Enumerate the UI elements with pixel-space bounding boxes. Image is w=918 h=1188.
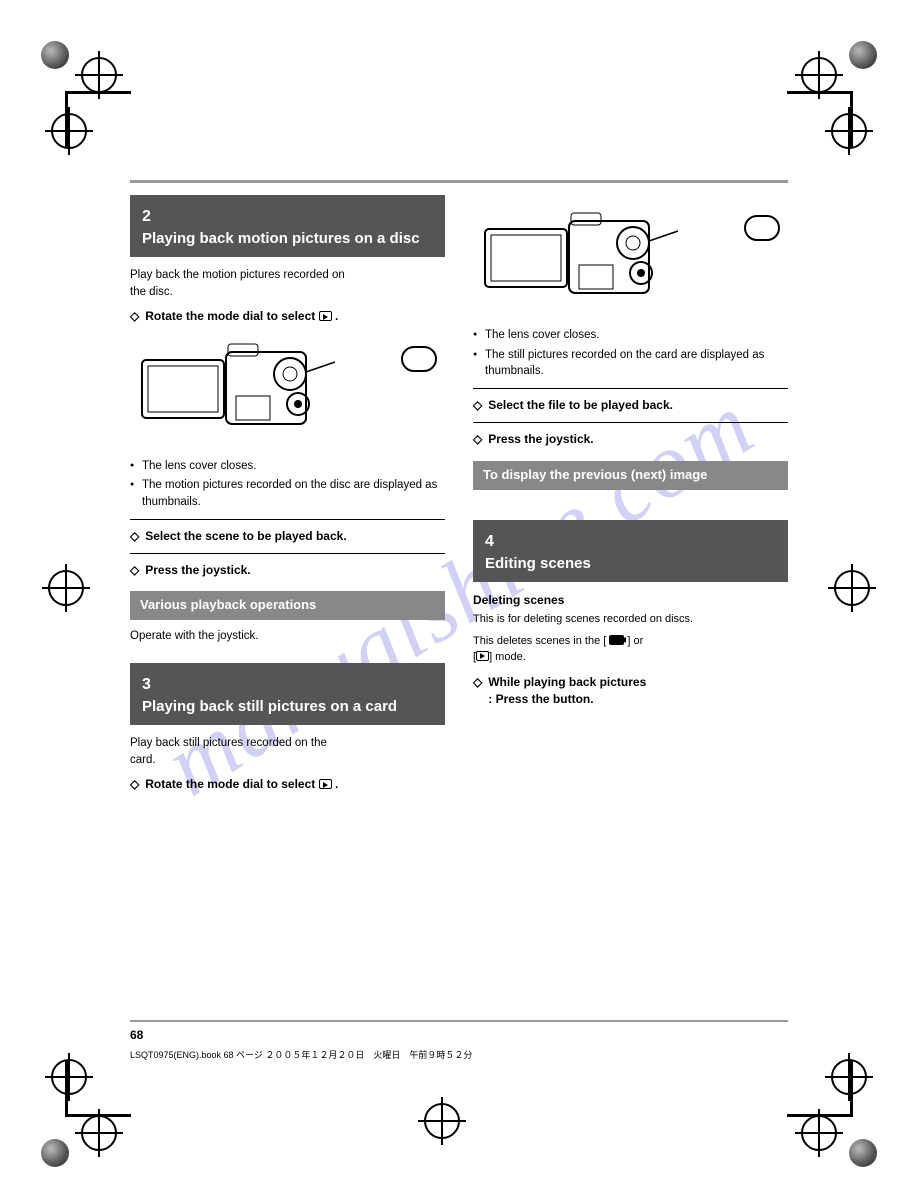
intro-text: Play back the motion pictures recorded o…	[130, 267, 445, 300]
crop-mark-tl	[55, 55, 125, 125]
separator	[473, 388, 788, 389]
separator	[130, 553, 445, 554]
crop-mark-tr	[793, 55, 863, 125]
mode-badge-icon	[744, 215, 780, 241]
section-number: 4	[485, 530, 776, 553]
separator	[130, 519, 445, 520]
camera-illustration-2	[473, 201, 788, 321]
section-number: 2	[142, 205, 433, 228]
diamond-icon: ◇	[130, 562, 139, 579]
playback-ops-text: Operate with the joystick.	[130, 628, 445, 645]
section-title: Playing back still pictures on a card	[142, 698, 433, 717]
diamond-icon: ◇	[473, 674, 482, 691]
delete-heading: Deleting scenes	[473, 592, 788, 609]
section-header-3: 3 Playing back still pictures on a card	[130, 663, 445, 725]
right-column: The lens cover closes. The still picture…	[473, 195, 788, 800]
camera-illustration-1	[130, 332, 445, 452]
crop-mark-ml	[48, 570, 118, 640]
diamond-icon: ◇	[473, 397, 482, 414]
play-mode-icon	[476, 651, 489, 661]
camera-svg-icon	[473, 201, 703, 311]
page-number: 68	[130, 1028, 143, 1042]
left-column: 2 Playing back motion pictures on a disc…	[130, 195, 445, 800]
crop-mark-br	[793, 1083, 863, 1153]
delete-subtext: This is for deleting scenes recorded on …	[473, 612, 788, 628]
step-1: ◇ Rotate the mode dial to select .	[130, 308, 445, 325]
step-3: ◇ Press the joystick.	[130, 562, 445, 579]
diamond-icon: ◇	[473, 431, 482, 448]
list-item: The motion pictures recorded on the disc…	[130, 477, 445, 510]
page-content: 2 Playing back motion pictures on a disc…	[130, 180, 788, 800]
list-item: The lens cover closes.	[473, 327, 788, 344]
diamond-icon: ◇	[130, 776, 139, 793]
camera-svg-icon	[130, 332, 360, 442]
card-step-1: ◇ Rotate the mode dial to select .	[130, 776, 445, 793]
crop-mark-bl	[55, 1083, 125, 1153]
separator	[473, 422, 788, 423]
section-header-2: 2 Playing back motion pictures on a disc	[130, 195, 445, 257]
mode-badge-icon	[401, 346, 437, 372]
crop-mark-mr	[800, 570, 870, 640]
play-mode-icon	[319, 779, 332, 789]
section-title: Editing scenes	[485, 555, 776, 574]
section-title: Playing back motion pictures on a disc	[142, 230, 433, 249]
section-number: 3	[142, 673, 433, 696]
delete-step: ◇ While playing back pictures : Press th…	[473, 674, 788, 709]
footer-meta: LSQT0975(ENG).book 68 ページ ２００５年１２月２０日 火曜…	[130, 1048, 472, 1061]
play-mode-icon	[319, 311, 332, 321]
crop-mark-bc	[424, 1083, 494, 1153]
bottom-rule	[130, 1020, 788, 1022]
diamond-icon: ◇	[130, 528, 139, 545]
card-step-3: ◇ Press the joystick.	[473, 431, 788, 448]
section-header-4: 4 Editing scenes	[473, 520, 788, 582]
diamond-icon: ◇	[130, 308, 139, 325]
step-2: ◇ Select the scene to be played back.	[130, 528, 445, 545]
movie-icon	[609, 635, 624, 645]
top-rule	[130, 180, 788, 183]
list-item: The lens cover closes.	[130, 458, 445, 475]
delete-modes-line: This deletes scenes in the [ ] or [] mod…	[473, 634, 788, 666]
sub-header-playback-ops: Various playback operations	[130, 591, 445, 620]
notes-list-2: The lens cover closes. The still picture…	[473, 327, 788, 380]
card-intro-text: Play back still pictures recorded on the…	[130, 735, 445, 768]
sub-header-prev-next: To display the previous (next) image	[473, 461, 788, 490]
card-step-2: ◇ Select the file to be played back.	[473, 397, 788, 414]
list-item: The still pictures recorded on the card …	[473, 347, 788, 380]
notes-list-1: The lens cover closes. The motion pictur…	[130, 458, 445, 511]
